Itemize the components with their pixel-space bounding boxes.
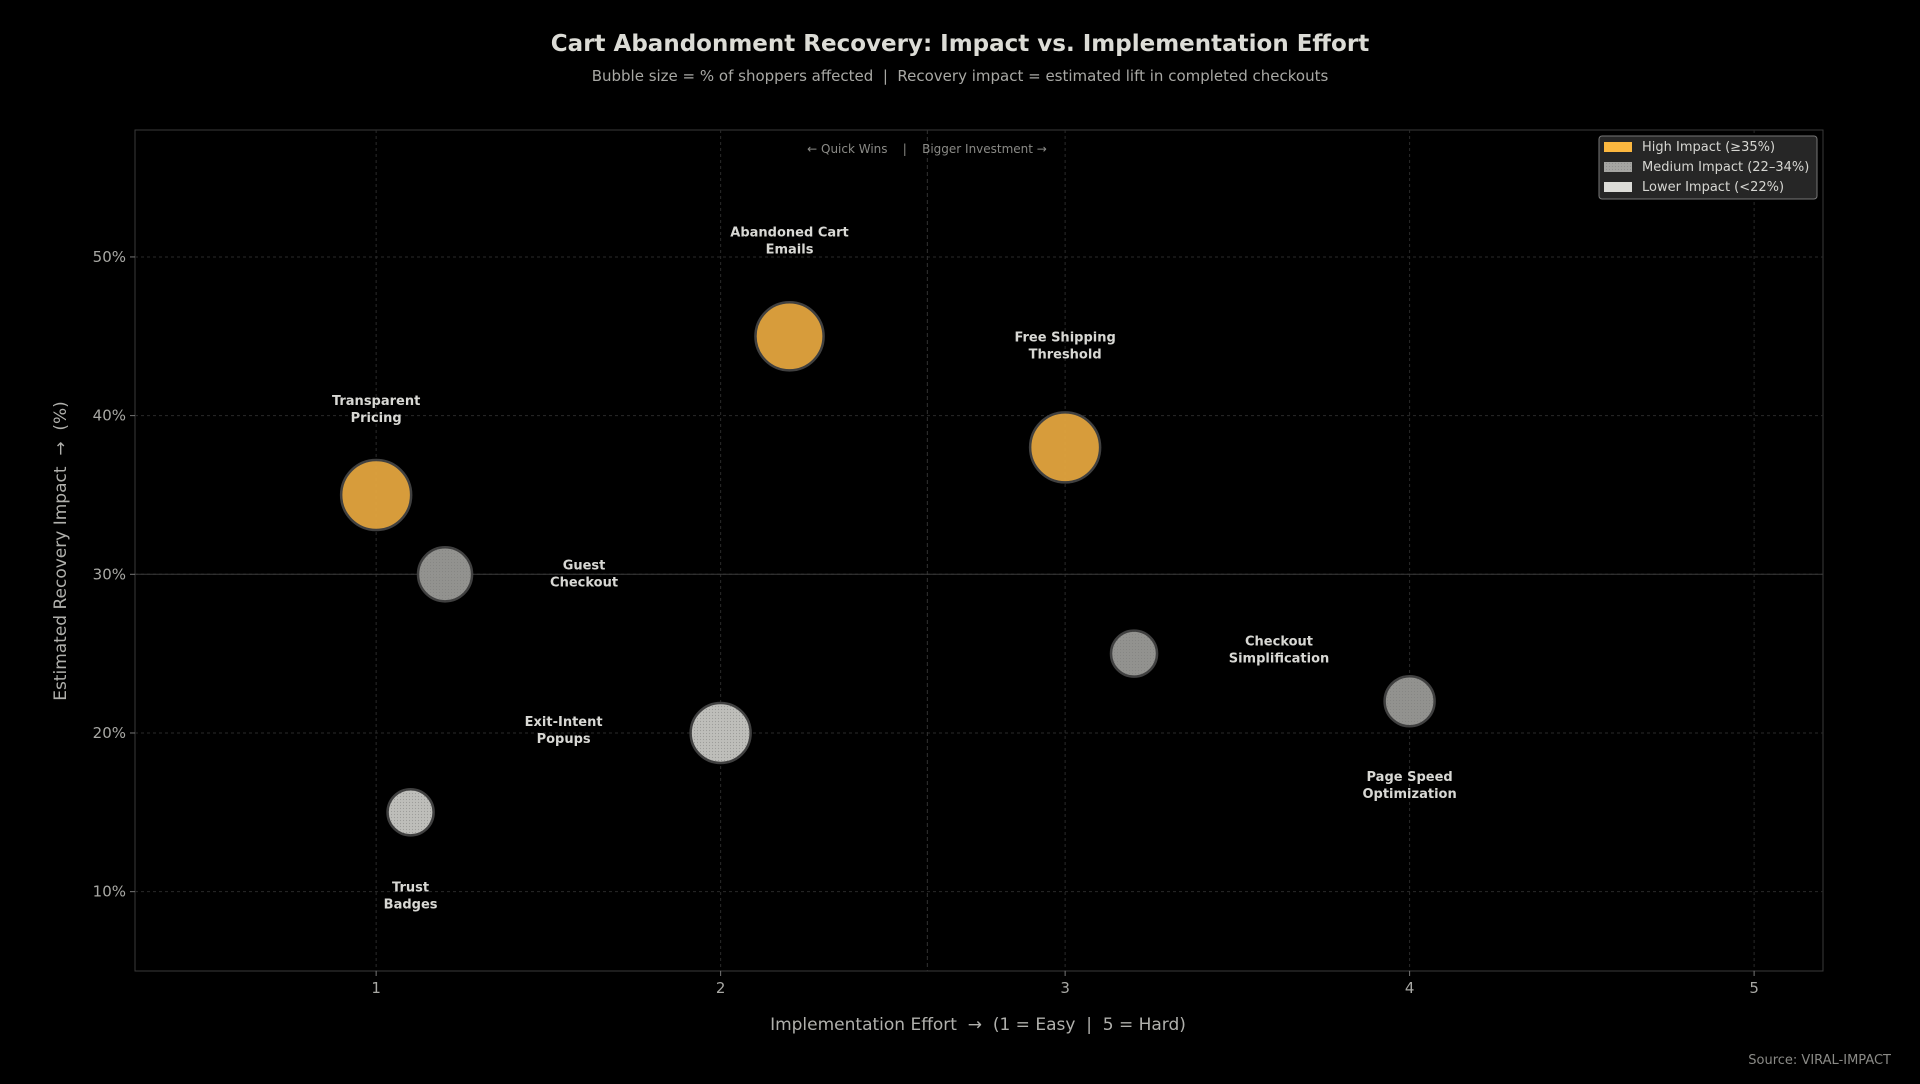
legend-swatch-lower <box>1604 182 1632 192</box>
bubble-texture <box>419 548 472 601</box>
legend-swatch-high <box>1604 142 1632 152</box>
bubble-texture <box>1385 677 1434 726</box>
bubble-label: Emails <box>766 242 814 257</box>
bubble-label: Pricing <box>351 411 402 426</box>
y-tick-label: 20% <box>93 724 126 742</box>
legend-swatch-medium-texture <box>1604 162 1632 172</box>
grid <box>135 130 1823 971</box>
bubble-texture <box>388 790 433 835</box>
x-tick-label: 4 <box>1405 979 1415 997</box>
bubble-label: Trust <box>392 880 429 895</box>
legend-box <box>1598 135 1818 200</box>
bubble-label: Simplification <box>1229 652 1330 667</box>
legend-label-medium: Medium Impact (22–34%) <box>1642 160 1809 175</box>
y-tick-label: 50% <box>93 248 126 266</box>
chart-subtitle: Bubble size = % of shoppers affected | R… <box>592 67 1329 85</box>
x-tick-label: 5 <box>1749 979 1759 997</box>
bubble-labels: Transparent Pricing Guest Checkout Abandoned… <box>332 225 1457 912</box>
y-tick-label: 40% <box>93 407 126 425</box>
bubbles <box>339 300 1436 837</box>
bubble-label: Checkout <box>1245 635 1313 650</box>
legend-label-high: High Impact (≥35%) <box>1642 140 1775 155</box>
x-tick-label: 3 <box>1060 979 1070 997</box>
bubble-texture <box>1111 631 1157 676</box>
bubble-label: Guest <box>563 558 606 573</box>
x-axis-label: Implementation Effort → (1 = Easy | 5 = … <box>770 1015 1186 1035</box>
bubble-label: Popups <box>537 732 591 747</box>
bubble-label: Abandoned Cart <box>730 225 848 240</box>
bubble-label: Badges <box>384 897 438 912</box>
bubble <box>339 458 413 532</box>
y-axis-label: Estimated Recovery Impact → (%) <box>51 401 71 701</box>
legend: High Impact (≥35%) Medium Impact (22–34%… <box>1598 135 1818 200</box>
bubble-label: Exit-Intent <box>525 715 603 730</box>
plot-area <box>134 129 1824 972</box>
bubble-label: Transparent <box>332 394 420 409</box>
bubble <box>1028 411 1102 484</box>
chart-title: Cart Abandonment Recovery: Impact vs. Im… <box>551 31 1369 57</box>
bubble-label: Page Speed <box>1367 770 1453 785</box>
quadrant-annotation: ← Quick Wins | Bigger Investment → <box>807 142 1047 156</box>
bubble-label: Checkout <box>550 575 618 590</box>
y-tick-label: 10% <box>93 883 126 901</box>
source-note: Source: VIRAL-IMPACT <box>1748 1053 1891 1068</box>
x-tick-label: 2 <box>716 979 726 997</box>
bubble <box>754 300 825 372</box>
bubble-label: Threshold <box>1029 347 1102 362</box>
bubble-texture <box>691 703 750 762</box>
bubble-label: Free Shipping <box>1014 330 1115 345</box>
x-tick-label: 1 <box>371 979 381 997</box>
bubble-label: Optimization <box>1362 787 1456 802</box>
axes: 1 2 3 4 5 10% 20% 30% 40% 50% <box>93 248 1759 997</box>
legend-label-lower: Lower Impact (<22%) <box>1642 180 1784 195</box>
y-tick-label: 30% <box>93 565 126 583</box>
